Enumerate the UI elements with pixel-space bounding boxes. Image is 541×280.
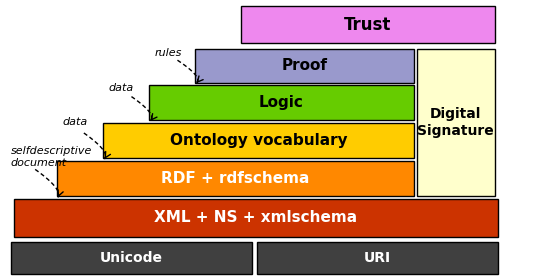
Text: Logic: Logic bbox=[259, 95, 304, 110]
Bar bbox=[11, 242, 252, 274]
Text: RDF + rdfschema: RDF + rdfschema bbox=[161, 171, 309, 186]
Text: Proof: Proof bbox=[281, 58, 327, 73]
Bar bbox=[257, 242, 498, 274]
Text: data: data bbox=[108, 83, 134, 93]
Text: XML + NS + xmlschema: XML + NS + xmlschema bbox=[154, 210, 357, 225]
Text: Digital
Signature: Digital Signature bbox=[418, 108, 494, 137]
Text: Unicode: Unicode bbox=[100, 251, 163, 265]
Bar bbox=[195, 49, 414, 83]
Text: Ontology vocabulary: Ontology vocabulary bbox=[169, 133, 347, 148]
Text: data: data bbox=[62, 117, 88, 127]
Text: Trust: Trust bbox=[344, 15, 392, 34]
Text: selfdescriptive
document: selfdescriptive document bbox=[11, 146, 92, 168]
Bar bbox=[241, 6, 495, 43]
Bar bbox=[417, 49, 495, 196]
Bar bbox=[14, 199, 498, 237]
Text: rules: rules bbox=[154, 48, 182, 58]
Text: URI: URI bbox=[364, 251, 391, 265]
Bar bbox=[149, 85, 414, 120]
Bar bbox=[103, 123, 414, 158]
Bar bbox=[57, 161, 414, 196]
